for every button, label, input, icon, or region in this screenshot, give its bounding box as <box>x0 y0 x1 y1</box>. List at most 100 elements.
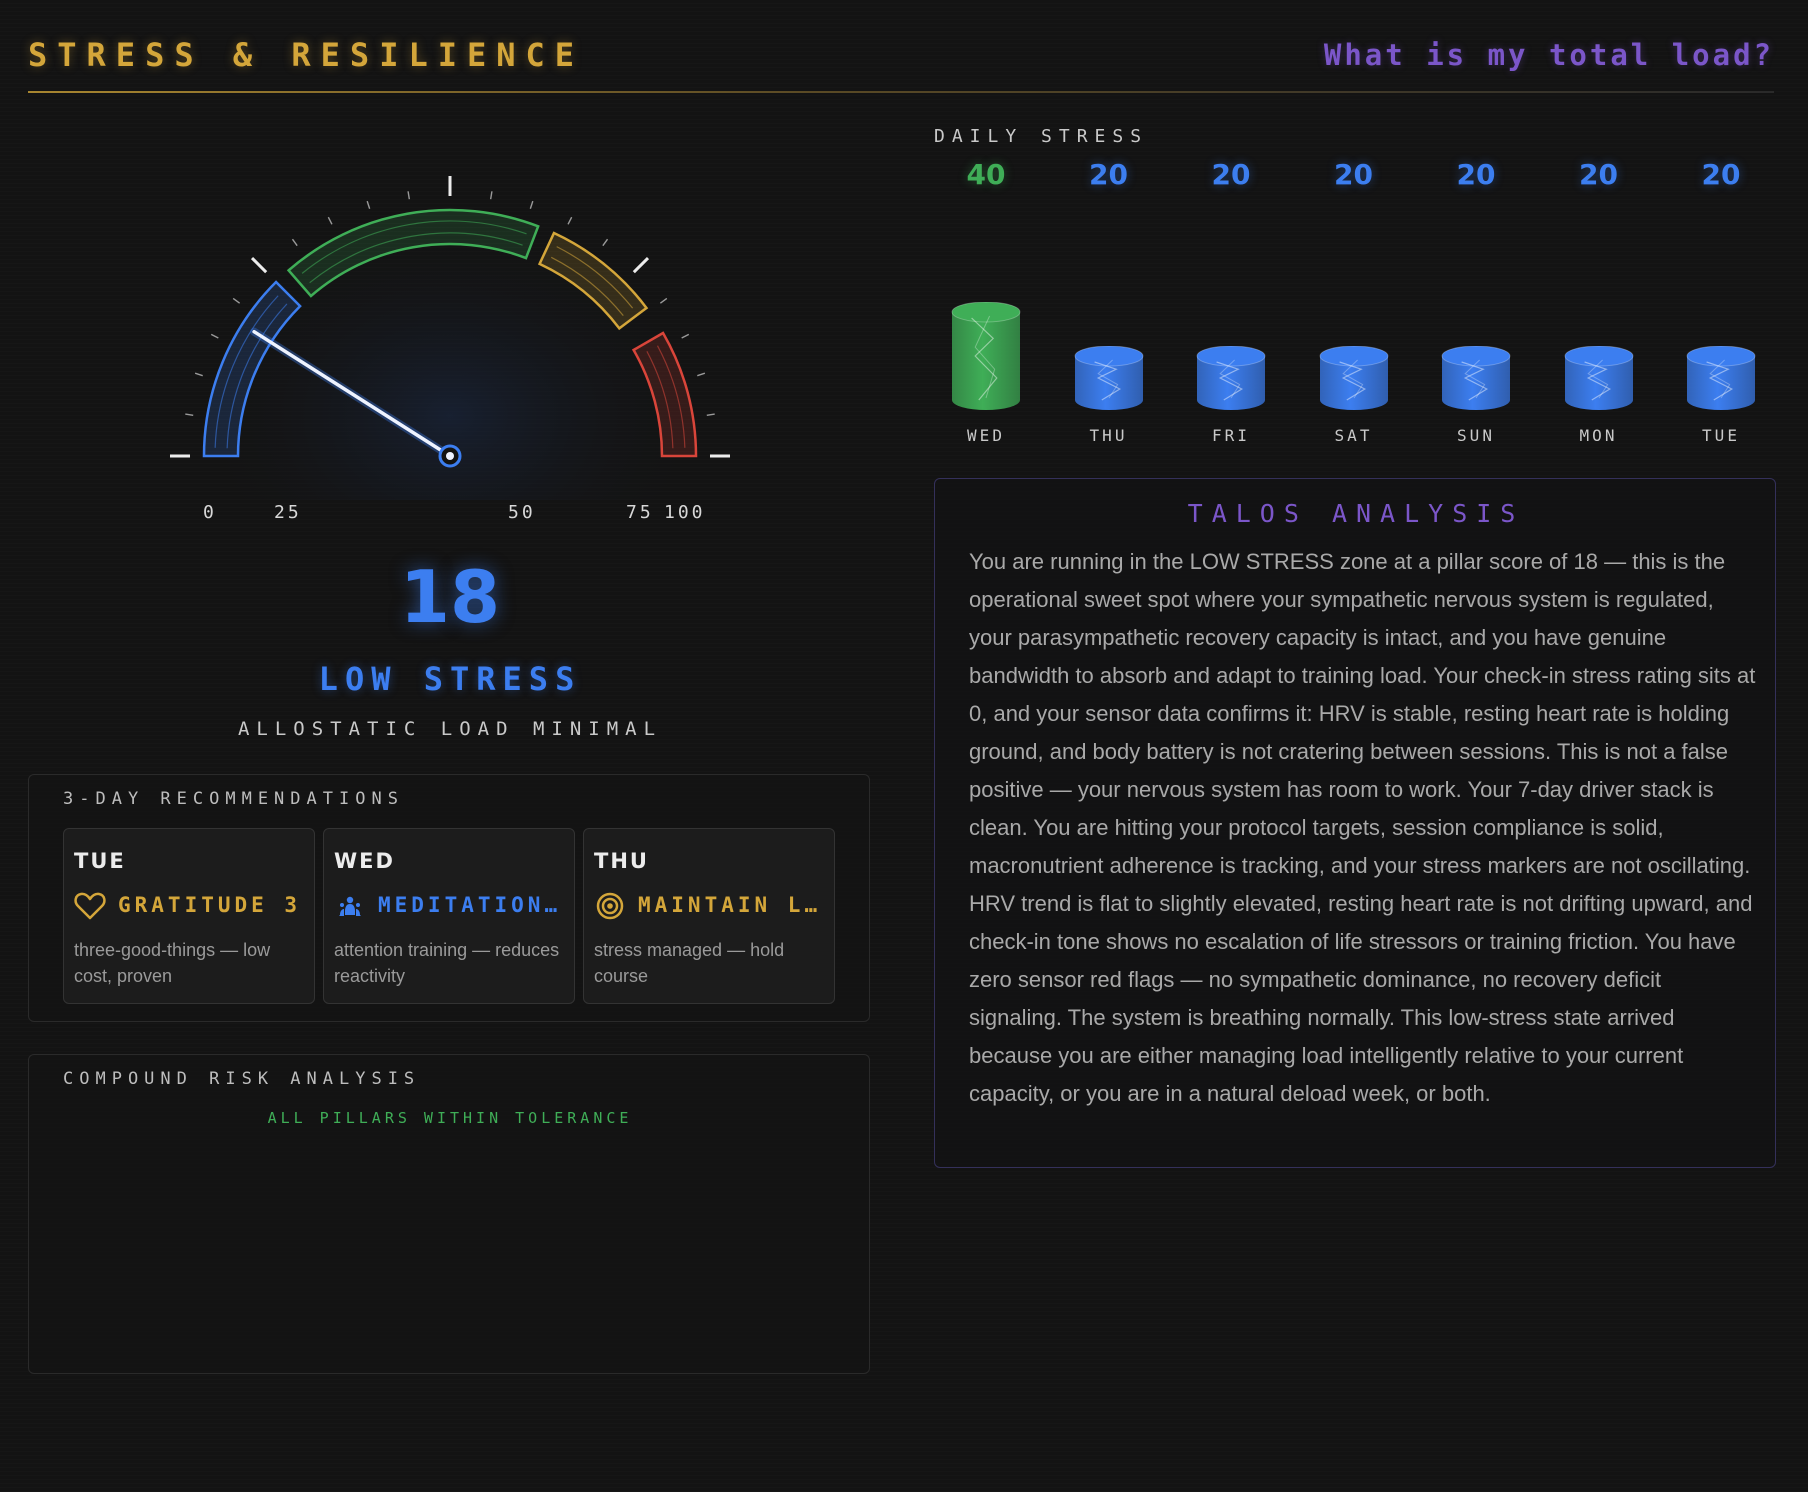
recommendation-card-wed[interactable]: WED MEDITATION PRACTICE attention traini… <box>323 828 575 1004</box>
daily-stress-column-tue: 20 TUE <box>1671 158 1771 448</box>
daily-stress-column-mon: 20 MON <box>1549 158 1649 448</box>
daily-stress-column-thu: 20 THU <box>1059 158 1159 448</box>
gauge-segment-low-detail <box>226 303 288 449</box>
daily-stress-bar[interactable] <box>1318 346 1390 410</box>
gauge-segment-high-detail <box>656 345 686 448</box>
gauge-tick <box>697 372 706 377</box>
gauge-tick <box>250 256 268 274</box>
gauge-tick <box>529 200 534 209</box>
page-title: STRESS & RESILIENCE <box>28 36 585 74</box>
daily-stress-value: 40 <box>966 158 1006 191</box>
daily-stress-bar[interactable] <box>1073 346 1145 410</box>
daily-stress-bar[interactable] <box>1195 346 1267 410</box>
recommendation-card-thu[interactable]: THU MAINTAIN LOAD stress managed — hold … <box>583 828 835 1004</box>
gauge-tick <box>632 256 650 274</box>
daily-stress-column-sat: 20 SAT <box>1304 158 1404 448</box>
gauge-tick-labels: 0 25 50 75 100 <box>150 502 750 532</box>
recommendations-panel: 3-DAY RECOMMENDATIONS TUE GRATITUDE 3 th… <box>28 774 870 1022</box>
recommendation-description: three-good-things — low cost, proven <box>74 940 271 986</box>
recommendation-name: GRATITUDE 3 <box>118 893 302 917</box>
daily-stress-column-sun: 20 SUN <box>1426 158 1526 448</box>
gauge-tick <box>210 333 219 339</box>
tick-label-50: 50 <box>508 502 536 523</box>
daily-stress-bar[interactable] <box>950 302 1022 410</box>
daily-stress-day-label: SAT <box>1334 426 1373 445</box>
gauge-tick <box>681 333 690 339</box>
daily-stress-day-label: MON <box>1579 426 1618 445</box>
recommendations-title: 3-DAY RECOMMENDATIONS <box>63 789 404 809</box>
page-header: STRESS & RESILIENCE What is my total loa… <box>28 28 1774 92</box>
gauge-segment-low <box>202 280 302 458</box>
gauge-tick <box>327 216 333 225</box>
analysis-body: You are running in the LOW STRESS zone a… <box>969 549 1756 1106</box>
gauge-tick <box>185 413 194 417</box>
gauge-tick <box>366 200 371 209</box>
gauge-tick <box>602 238 609 247</box>
daily-stress-value: 20 <box>1211 158 1251 191</box>
gauge-needle-hub-center <box>446 452 454 460</box>
analysis-title: TALOS ANALYSIS <box>1187 499 1525 528</box>
tick-label-75: 75 <box>626 502 654 523</box>
gauge-tick <box>232 297 241 304</box>
recommendation-description: attention training — reduces reactivity <box>334 940 560 986</box>
daily-stress-value: 20 <box>1089 158 1128 191</box>
daily-stress-day-label: SUN <box>1457 426 1495 445</box>
daily-stress-day-label: TUE <box>1702 426 1740 445</box>
gauge-tick <box>706 413 715 417</box>
daily-stress-value: 20 <box>1579 158 1618 191</box>
daily-stress-day-label: FRI <box>1212 426 1250 445</box>
recommendation-description: stress managed — hold course <box>594 940 785 986</box>
gauge-segment-elevated-detail <box>556 246 634 309</box>
gauge-tick <box>489 191 493 200</box>
gauge-segment-high-detail <box>646 351 674 449</box>
recommendation-card-tue[interactable]: TUE GRATITUDE 3 three-good-things — low … <box>63 828 315 1004</box>
gauge-segment-elevated <box>537 231 649 331</box>
heart-icon <box>74 892 106 920</box>
daily-stress-column-wed: 40 WED <box>936 158 1036 448</box>
daily-stress-day-label: WED <box>967 426 1005 445</box>
recommendation-day: TUE <box>74 849 126 873</box>
gauge-needle <box>252 329 452 458</box>
daily-stress-value: 20 <box>1334 158 1373 191</box>
tick-label-100: 100 <box>664 502 706 523</box>
recommendation-heading: MAINTAIN LOAD <box>594 891 830 921</box>
gauge-tick <box>407 191 411 200</box>
gauge-tick <box>291 238 298 247</box>
daily-stress-title: DAILY STRESS <box>934 126 1149 147</box>
gauge-segment-optimal-detail <box>309 232 523 284</box>
stress-zone-label: LOW STRESS <box>318 660 582 698</box>
gauge-segment-optimal-detail <box>301 220 527 274</box>
compound-risk-title: COMPOUND RISK ANALYSIS <box>63 1069 421 1089</box>
stress-gauge: 0 25 50 75 100 <box>150 150 750 540</box>
daily-stress-day-label: THU <box>1089 426 1128 445</box>
header-divider <box>28 91 1774 93</box>
recommendation-day: WED <box>334 849 395 873</box>
recommendation-day: THU <box>594 849 649 873</box>
daily-stress-column-fri: 20 FRI <box>1181 158 1281 448</box>
daily-stress-bar[interactable] <box>1440 346 1512 410</box>
recommendation-name: MEDITATION PRACTICE <box>378 893 570 917</box>
daily-stress-value: 20 <box>1701 158 1741 191</box>
target-icon <box>596 892 624 920</box>
gauge-segment-low-detail <box>214 295 279 448</box>
stress-score: 18 <box>399 555 501 639</box>
daily-stress-bar[interactable] <box>1685 346 1757 410</box>
gauge-glow <box>190 176 710 500</box>
analysis-panel: TALOS ANALYSIS You are running in the LO… <box>934 478 1776 1168</box>
stress-zone-subtitle: ALLOSTATIC LOAD MINIMAL <box>237 718 663 740</box>
gauge-segment-optimal <box>286 208 540 298</box>
gauge-tick <box>194 372 203 377</box>
gauge-segment-elevated-detail <box>550 256 624 317</box>
gauge-tick <box>659 297 668 304</box>
gauge-tick <box>567 216 573 225</box>
compound-risk-panel: COMPOUND RISK ANALYSIS ALL PILLARS WITHI… <box>28 1054 870 1374</box>
total-load-question-link[interactable]: What is my total load? <box>1323 38 1774 72</box>
recommendation-name: MAINTAIN LOAD <box>638 893 830 917</box>
meditation-icon <box>339 896 361 916</box>
recommendation-heading: MEDITATION PRACTICE <box>334 891 570 921</box>
daily-stress-value: 20 <box>1456 158 1496 191</box>
daily-stress-bar[interactable] <box>1563 346 1635 410</box>
tick-label-25: 25 <box>274 502 302 523</box>
gauge-svg <box>170 176 730 500</box>
compound-risk-status: ALL PILLARS WITHIN TOLERANCE <box>267 1109 633 1127</box>
